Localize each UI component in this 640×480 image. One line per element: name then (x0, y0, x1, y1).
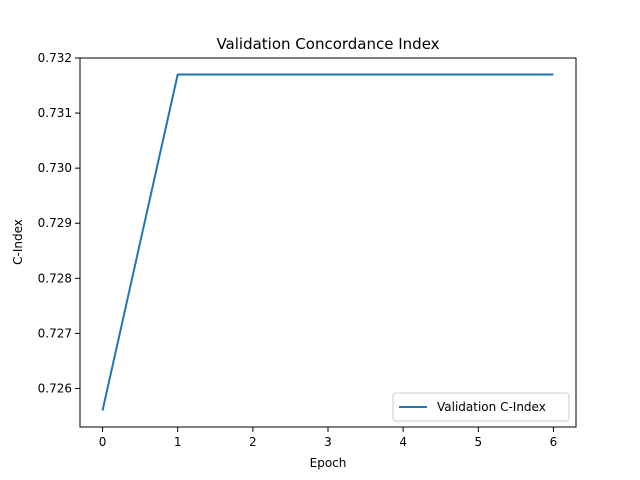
x-tick-label: 5 (474, 435, 482, 449)
y-tick-label: 0.731 (38, 106, 72, 120)
x-axis-label: Epoch (310, 456, 347, 470)
chart-title: Validation Concordance Index (216, 35, 439, 53)
x-axis: 0 1 2 3 4 5 6 (99, 427, 558, 449)
x-tick-label: 4 (399, 435, 407, 449)
x-tick-label: 3 (324, 435, 332, 449)
x-tick-label: 0 (99, 435, 107, 449)
y-tick-label: 0.732 (38, 51, 72, 65)
y-tick-label: 0.729 (38, 216, 72, 230)
legend-label: Validation C-Index (437, 400, 546, 414)
y-axis-label: C-Index (11, 219, 25, 265)
series-layer (101, 73, 554, 411)
y-tick-label: 0.726 (38, 381, 72, 395)
y-tick-label: 0.730 (38, 161, 72, 175)
y-tick-label: 0.727 (38, 326, 72, 340)
y-axis: 0.726 0.727 0.728 0.729 0.730 0.731 0.732 (38, 51, 80, 395)
plot-frame (79, 57, 577, 428)
y-tick-label: 0.728 (38, 271, 72, 285)
legend: Validation C-Index (392, 392, 570, 422)
x-tick-label: 2 (249, 435, 257, 449)
legend-box (392, 392, 570, 422)
x-tick-label: 6 (550, 435, 558, 449)
x-tick-label: 1 (174, 435, 182, 449)
series-line-0 (101, 73, 554, 411)
